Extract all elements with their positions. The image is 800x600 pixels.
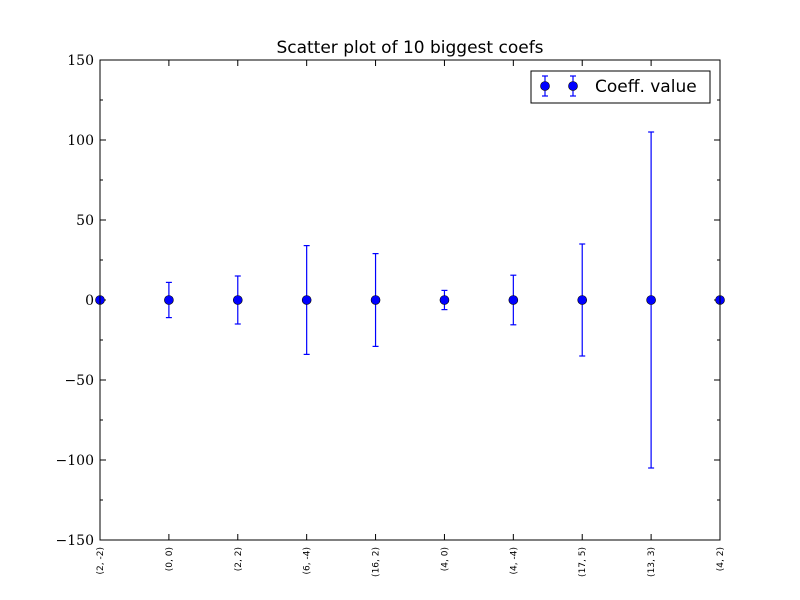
y-tick-label: −50 (64, 373, 94, 389)
x-axis: (2, -2) (0, 0) (2, 2) (6, -4) (16, 2) (4, 0) (… (96, 60, 726, 577)
legend-label: Coeff. value (595, 77, 697, 97)
legend-marker (540, 81, 550, 91)
x-tick-label: (2, -2) (96, 547, 106, 574)
y-tick-label: −100 (56, 453, 94, 469)
data-point (508, 295, 519, 305)
plot-area (100, 60, 720, 540)
plot-frame (99, 59, 721, 541)
data-point (439, 295, 450, 305)
x-tick-label: (17, 5) (578, 547, 588, 577)
data-point (301, 295, 312, 305)
x-tick-label: (13, 3) (647, 547, 657, 577)
y-tick-label: 150 (67, 53, 94, 69)
y-tick-label: −150 (56, 533, 94, 549)
chart-title: Scatter plot of 10 biggest coefs (276, 38, 543, 58)
x-tick-label: (4, 0) (440, 547, 450, 571)
x-tick-label: (16, 2) (372, 547, 382, 577)
legend-marker (568, 81, 578, 91)
data-point (646, 295, 656, 305)
data-point (232, 295, 243, 305)
x-tick-label: (2, 2) (234, 547, 244, 571)
y-tick-label: 50 (76, 213, 94, 229)
legend-box (530, 70, 711, 104)
y-tick-label: 100 (67, 133, 94, 149)
data-point (164, 295, 174, 305)
series-layer (95, 131, 725, 469)
data-point (370, 295, 381, 305)
data-point (577, 295, 588, 305)
x-tick-label: (4, -4) (509, 547, 519, 574)
x-tick-label: (6, -4) (303, 547, 313, 574)
legend: Coeff. value (530, 70, 711, 104)
y-tick-label: 0 (85, 293, 94, 309)
x-tick-label: (4, 2) (716, 547, 726, 571)
x-tick-label: (0, 0) (165, 547, 175, 571)
